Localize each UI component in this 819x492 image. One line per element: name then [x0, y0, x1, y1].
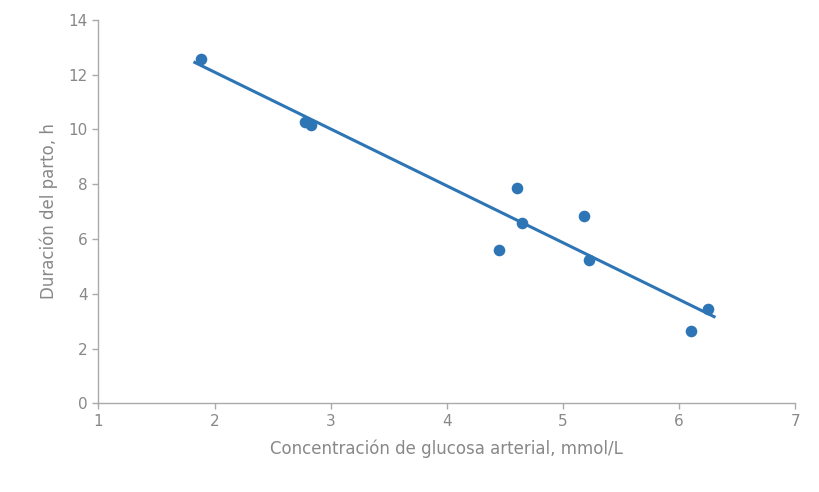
X-axis label: Concentración de glucosa arterial, mmol/L: Concentración de glucosa arterial, mmol/… — [270, 440, 622, 459]
Point — [577, 212, 590, 219]
Y-axis label: Duración del parto, h: Duración del parto, h — [39, 123, 57, 300]
Point — [298, 119, 311, 126]
Point — [581, 256, 595, 264]
Point — [701, 305, 714, 313]
Point — [509, 184, 523, 192]
Point — [492, 246, 505, 254]
Point — [194, 56, 207, 63]
Point — [515, 218, 528, 226]
Point — [683, 327, 696, 335]
Point — [304, 122, 317, 129]
